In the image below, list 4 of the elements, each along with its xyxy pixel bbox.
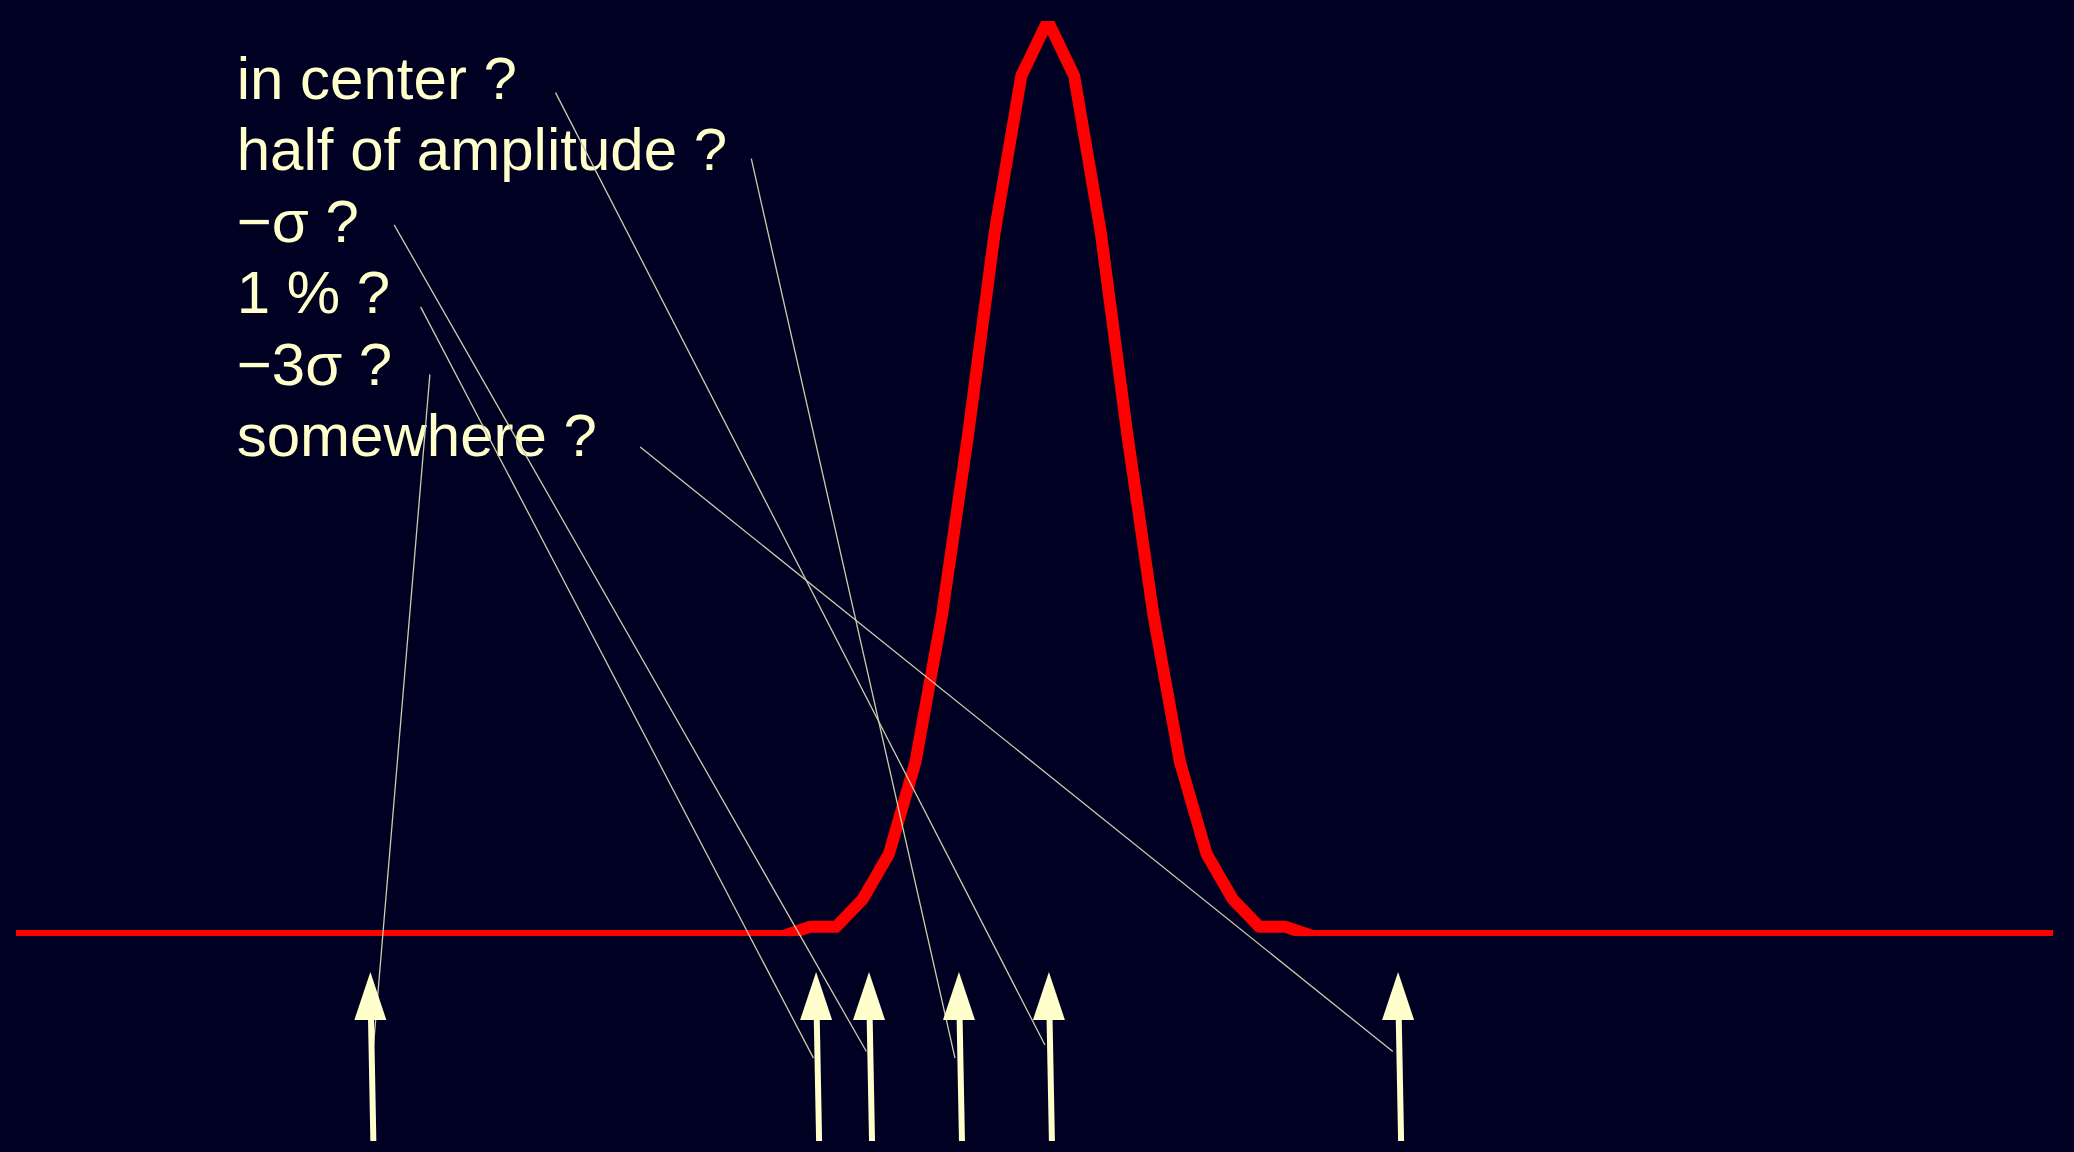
annotation: −σ ? [236,187,359,255]
annotation: 1 % ? [236,259,391,327]
annotation: −3σ ? [236,330,393,398]
annotation: in center ? [236,44,517,112]
